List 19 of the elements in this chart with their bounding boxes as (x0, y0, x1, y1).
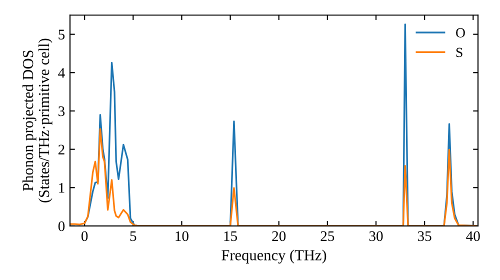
x-tick-label: 5 (130, 231, 136, 242)
x-tick-label: 0 (81, 231, 88, 242)
y-axis-title: Phonon projected DOS (States/THz·primitive cell) (22, 38, 52, 202)
y-tick-label: 3 (58, 106, 65, 116)
x-tick-label: 35 (418, 231, 432, 242)
y-tick-label: 4 (58, 68, 65, 78)
x-axis-title: Frequency (THz) (222, 250, 326, 264)
y-tick-label: 0 (58, 221, 65, 232)
x-tick-label: 10 (176, 231, 188, 242)
x-tick-label: 40 (466, 231, 480, 242)
x-tick-label: 15 (224, 231, 238, 242)
y-tick-label: 2 (58, 144, 64, 154)
y-tick-label: 5 (58, 30, 65, 40)
legend-label: S (456, 48, 462, 58)
x-tick-label: 30 (369, 231, 383, 242)
x-tick-label: 20 (272, 231, 286, 242)
y-tick-label: 1 (59, 183, 64, 193)
legend-label: O (456, 28, 465, 38)
x-tick-label: 25 (320, 231, 334, 242)
